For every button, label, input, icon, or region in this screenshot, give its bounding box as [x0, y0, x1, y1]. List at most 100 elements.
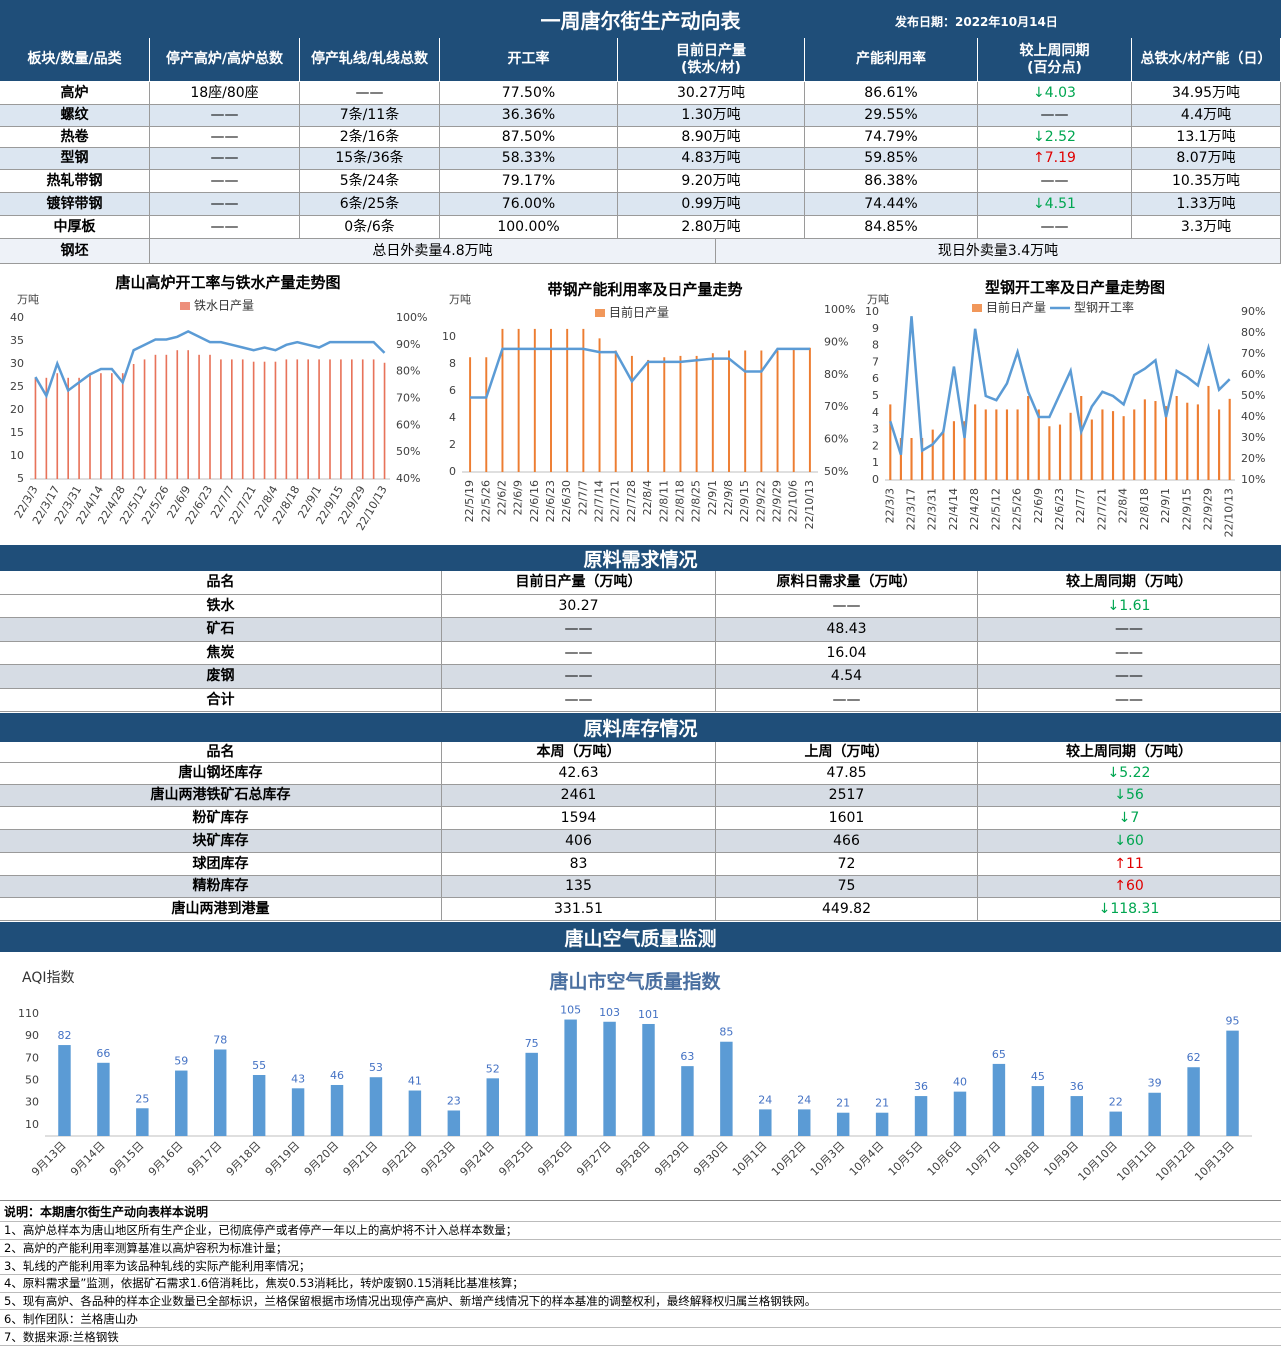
- table-cell: ↓60: [978, 830, 1281, 853]
- x-tick-label: 22/3/3: [12, 483, 41, 520]
- data-label: 36: [914, 1080, 928, 1093]
- chart-title: 型钢开工率及日产量走势图: [985, 279, 1165, 297]
- header-cell: 较上周同期（万吨）: [978, 571, 1281, 595]
- x-tick-label: 9月24日: [457, 1139, 497, 1179]
- note-item: 1、高炉总样本为唐山地区所有生产企业，已彻底停产或者停产一年以上的高炉将不计入总…: [0, 1222, 1281, 1240]
- table-cell: ↓1.61: [978, 595, 1281, 618]
- table-cell: 热轧带钢: [0, 170, 150, 193]
- bar: [372, 359, 375, 479]
- bar: [241, 359, 244, 479]
- table-cell: ——: [978, 618, 1281, 642]
- y-tick-label: 25: [10, 380, 24, 393]
- y2-tick-label: 50%: [824, 465, 848, 478]
- x-tick-label: 22/9/29: [1201, 488, 1214, 530]
- bar: [1154, 401, 1157, 480]
- table-cell: 螺纹: [0, 105, 150, 127]
- x-tick-label: 10月4日: [847, 1139, 887, 1179]
- x-tick-label: 22/6/2: [495, 480, 508, 515]
- header-cell: 目前日产量 (铁水/材): [618, 38, 805, 82]
- data-label: 63: [680, 1050, 694, 1063]
- table-cell: 34.95万吨: [1132, 82, 1281, 105]
- x-tick-label: 22/9/1: [706, 480, 719, 515]
- bar: [296, 359, 299, 479]
- y-tick-label: 110: [18, 1007, 39, 1020]
- x-tick-label: 10月8日: [1002, 1139, 1042, 1179]
- bar: [776, 350, 779, 472]
- table-cell: 唐山两港到港量: [0, 898, 442, 921]
- table-cell: ——: [150, 216, 300, 239]
- table-cell: 1594: [442, 807, 716, 830]
- table-cell: ——: [150, 105, 300, 127]
- y-tick-label: 40: [10, 311, 24, 324]
- y2-tick-label: 10%: [1241, 473, 1265, 486]
- data-label: 62: [1187, 1051, 1201, 1064]
- note-item: 6、制作团队：兰格唐山办: [0, 1311, 1281, 1329]
- y2-tick-label: 90%: [1241, 305, 1265, 318]
- data-label: 46: [330, 1069, 344, 1082]
- bar: [614, 350, 617, 472]
- header-cell: 原料日需求量（万吨）: [716, 571, 978, 595]
- y-axis-label: 万吨: [17, 293, 39, 306]
- data-label: 21: [875, 1097, 889, 1110]
- table-cell: ——: [150, 193, 300, 216]
- table-cell: 唐山钢坯库存: [0, 763, 442, 785]
- bar: [1048, 426, 1051, 480]
- bar: [728, 350, 730, 472]
- bar: [963, 421, 966, 480]
- bar: [564, 1019, 577, 1136]
- bar: [984, 409, 987, 480]
- x-tick-label: 22/5/12: [989, 488, 1002, 530]
- table-cell: 3.3万吨: [1132, 216, 1281, 239]
- table-cell: 型钢: [0, 148, 150, 170]
- y-tick-label: 8: [872, 339, 879, 352]
- table-cell: ——: [978, 642, 1281, 665]
- x-tick-label: 9月18日: [224, 1139, 264, 1179]
- bar: [566, 328, 569, 472]
- bar: [176, 350, 179, 479]
- y-tick-label: 7: [872, 355, 879, 368]
- data-label: 55: [252, 1059, 266, 1072]
- table-cell: 449.82: [716, 898, 978, 921]
- x-tick-label: 22/8/18: [1138, 488, 1151, 530]
- x-tick-label: 22/6/16: [528, 480, 541, 522]
- bar: [792, 349, 795, 472]
- legend-swatch: [180, 302, 190, 310]
- x-tick-label: 9月26日: [535, 1139, 575, 1179]
- bar: [1122, 416, 1125, 480]
- y-tick-label: 10: [442, 330, 456, 343]
- bar: [711, 353, 714, 472]
- y-tick-label: 4: [872, 406, 879, 419]
- table-cell: 唐山两港铁矿石总库存: [0, 785, 442, 807]
- header-cell: 上周（万吨）: [716, 742, 978, 763]
- table-cell: ——: [442, 642, 716, 665]
- table-cell: 72: [716, 853, 978, 876]
- y2-tick-label: 70%: [824, 400, 848, 413]
- bar: [1186, 402, 1189, 480]
- bar: [875, 1112, 889, 1136]
- x-tick-label: 22/10/13: [354, 484, 390, 533]
- x-tick-label: 9月22日: [380, 1139, 420, 1179]
- table-cell: ——: [716, 595, 978, 618]
- chart-title: 带钢产能利用率及日产量走势: [547, 281, 742, 299]
- data-label: 52: [486, 1062, 500, 1075]
- table-cell: 1.30万吨: [618, 105, 805, 127]
- table-cell: 8.90万吨: [618, 127, 805, 148]
- table-cell: 76.00%: [440, 193, 618, 216]
- bar: [1109, 1111, 1122, 1136]
- bar: [1196, 404, 1199, 480]
- x-tick-label: 22/3/31: [926, 488, 939, 530]
- table-cell: ——: [150, 148, 300, 170]
- data-label: 22: [1109, 1096, 1123, 1109]
- data-label: 39: [1148, 1077, 1162, 1090]
- x-tick-label: 22/6/9: [164, 483, 193, 520]
- table-cell: ↓4.51: [978, 193, 1132, 216]
- table-cell: 48.43: [716, 618, 978, 642]
- table-cell: 铁水: [0, 595, 442, 618]
- table-cell: 74.79%: [805, 127, 978, 148]
- header-cell: 板块/数量/品类: [0, 38, 150, 82]
- table-cell: 30.27: [442, 595, 716, 618]
- table-cell: 36.36%: [440, 105, 618, 127]
- x-tick-label: 22/6/23: [544, 480, 557, 522]
- y-tick-label: 3: [872, 423, 879, 436]
